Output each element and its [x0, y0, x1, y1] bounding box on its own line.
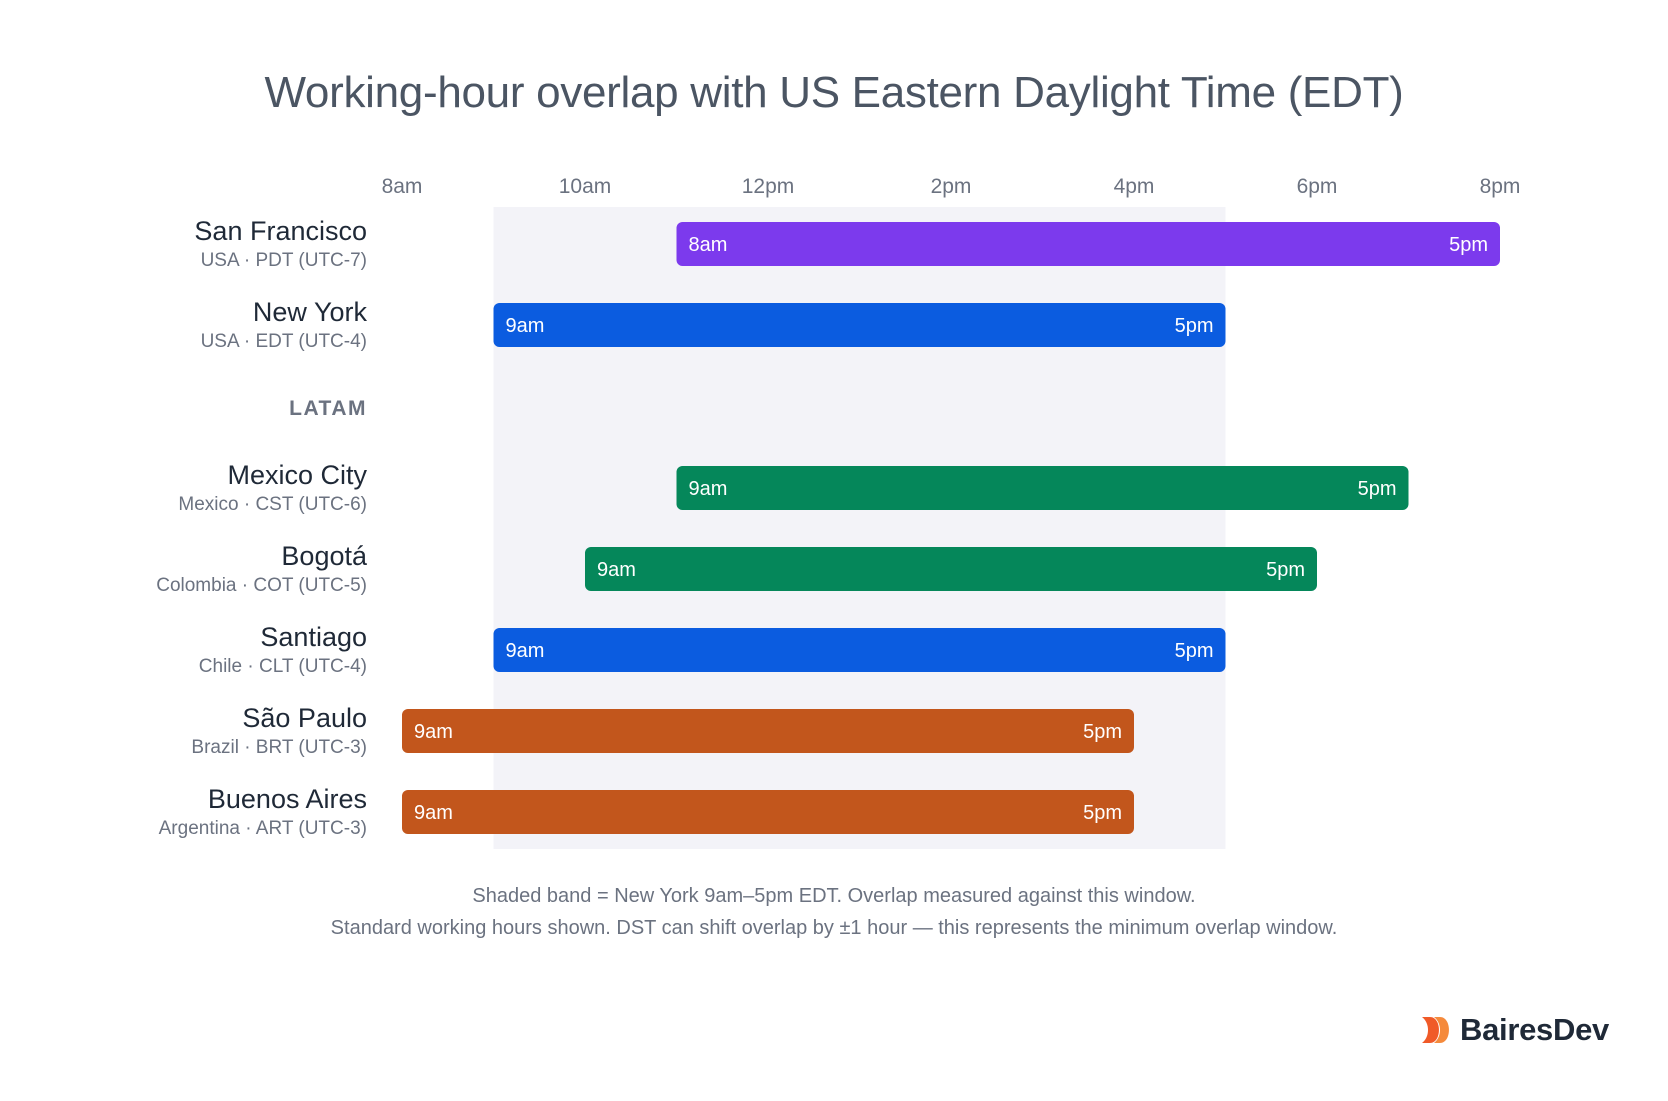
bar-end-label: 5pm	[1083, 802, 1122, 824]
city-name: New York	[253, 297, 368, 327]
brand-name: BairesDev	[1460, 1012, 1609, 1047]
working-hours-bar	[676, 222, 1500, 266]
city-row: Santiago Chile · CLT (UTC-4) 9am 5pm	[199, 622, 1226, 677]
x-tick-label: 2pm	[931, 175, 972, 198]
bairesdev-mark-icon	[1422, 1017, 1449, 1043]
city-row: San Francisco USA · PDT (UTC-7) 8am 5pm	[194, 216, 1500, 271]
bar-start-label: 9am	[414, 721, 453, 743]
bar-end-label: 5pm	[1175, 640, 1214, 662]
working-hours-bar	[402, 709, 1134, 753]
footnote-band: Shaded band = New York 9am–5pm EDT. Over…	[472, 885, 1196, 907]
x-tick-label: 8am	[382, 175, 423, 198]
city-name: Bogotá	[281, 541, 368, 571]
working-hours-bar	[493, 303, 1226, 347]
city-name: São Paulo	[242, 703, 367, 733]
bar-start-label: 9am	[689, 478, 728, 500]
x-tick-label: 4pm	[1114, 175, 1155, 198]
bar-end-label: 5pm	[1175, 315, 1214, 337]
working-hours-bar	[676, 466, 1409, 510]
city-timezone: Brazil · BRT (UTC-3)	[191, 737, 367, 758]
working-hours-bar	[585, 547, 1317, 591]
city-row: Buenos Aires Argentina · ART (UTC-3) 9am 5p…	[159, 784, 1134, 839]
city-row: São Paulo Brazil · BRT (UTC-3) 9am 5pm	[191, 703, 1134, 758]
bar-start-label: 8am	[689, 234, 728, 256]
city-timezone: USA · EDT (UTC-4)	[201, 331, 367, 352]
bar-end-label: 5pm	[1083, 721, 1122, 743]
city-timezone: Chile · CLT (UTC-4)	[199, 656, 367, 677]
city-timezone: Mexico · CST (UTC-6)	[178, 494, 367, 515]
working-hours-bar	[493, 628, 1226, 672]
timezone-overlap-chart: 8am 10am 12pm 2pm 4pm 6pm 8pm LATAM San Francis…	[156, 175, 1521, 849]
chart-title: Working-hour overlap with US Eastern Day…	[264, 68, 1404, 117]
footnote-dst: Standard working hours shown. DST can sh…	[330, 917, 1338, 939]
bar-start-label: 9am	[597, 559, 636, 581]
city-row: Bogotá Colombia · COT (UTC-5) 9am 5pm	[156, 541, 1317, 596]
city-row: Mexico City Mexico · CST (UTC-6) 9am 5pm	[178, 460, 1409, 515]
bar-start-label: 9am	[506, 315, 545, 337]
x-tick-label: 8pm	[1480, 175, 1521, 198]
city-name: Mexico City	[227, 460, 367, 490]
city-timezone: USA · PDT (UTC-7)	[201, 250, 367, 271]
working-hours-bar	[402, 790, 1134, 834]
city-row: New York USA · EDT (UTC-4) 9am 5pm	[201, 297, 1226, 352]
bar-end-label: 5pm	[1266, 559, 1305, 581]
city-name: San Francisco	[194, 216, 367, 246]
bar-start-label: 9am	[414, 802, 453, 824]
x-tick-label: 10am	[559, 175, 612, 198]
x-tick-label: 6pm	[1297, 175, 1338, 198]
bar-end-label: 5pm	[1358, 478, 1397, 500]
city-name: Buenos Aires	[208, 784, 367, 814]
x-tick-label: 12pm	[742, 175, 795, 198]
city-timezone: Argentina · ART (UTC-3)	[159, 818, 367, 839]
city-name: Santiago	[260, 622, 367, 652]
bar-end-label: 5pm	[1449, 234, 1488, 256]
brand-logo: BairesDev	[1420, 1010, 1630, 1050]
bar-start-label: 9am	[506, 640, 545, 662]
group-label-latam: LATAM	[289, 397, 367, 420]
city-timezone: Colombia · COT (UTC-5)	[156, 575, 367, 596]
